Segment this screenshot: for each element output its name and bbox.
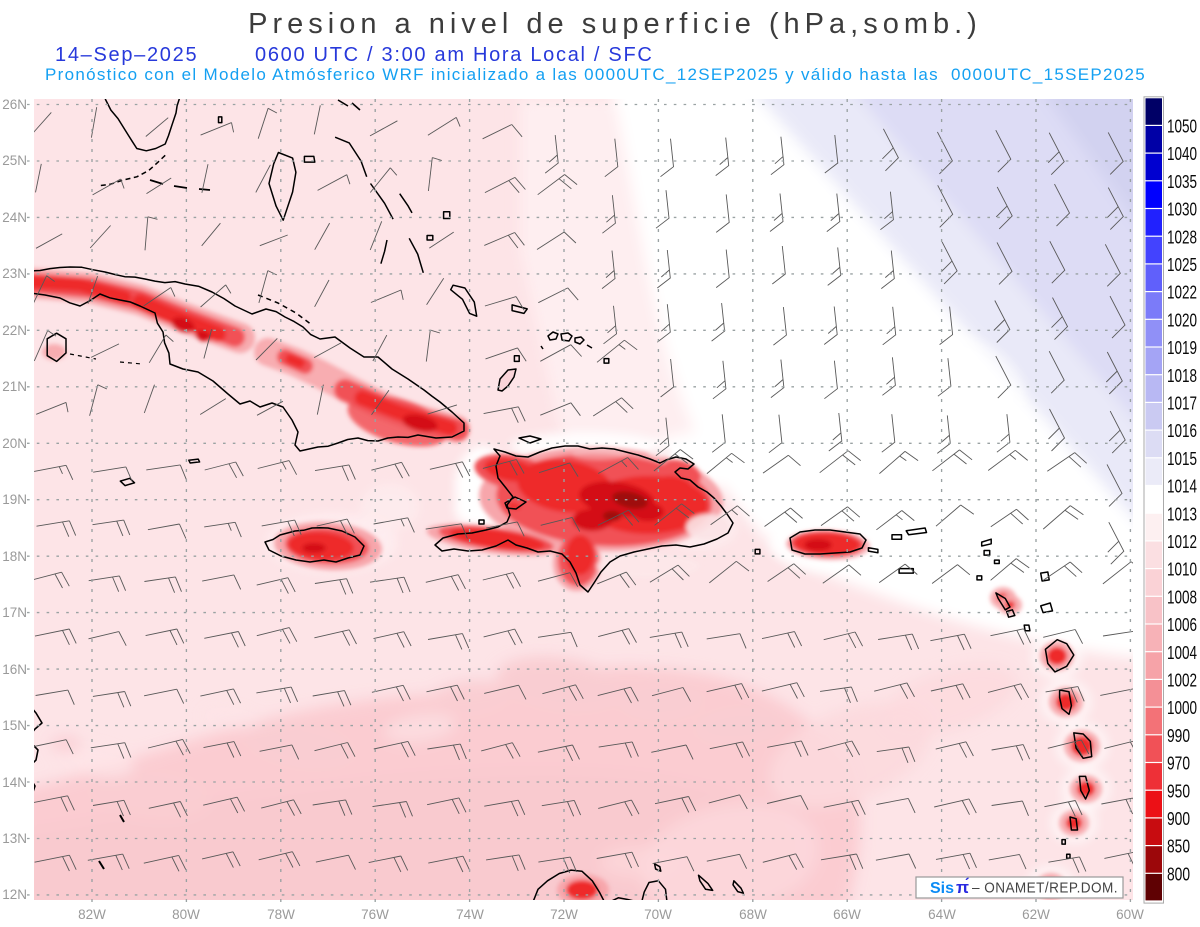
svg-text:1010: 1010 [1167, 560, 1197, 580]
svg-text:1015: 1015 [1167, 449, 1197, 469]
svg-text:1012: 1012 [1167, 532, 1197, 552]
svg-text:20N: 20N [2, 436, 27, 451]
svg-text:13N: 13N [2, 831, 27, 846]
svg-text:64W: 64W [928, 907, 956, 922]
svg-text:19N: 19N [2, 492, 27, 507]
svg-text:78W: 78W [267, 907, 295, 922]
svg-text:850: 850 [1167, 837, 1190, 857]
svg-text:1000: 1000 [1167, 698, 1197, 718]
svg-text:24N: 24N [2, 210, 27, 225]
svg-text:16N: 16N [2, 662, 27, 677]
svg-text:21N: 21N [2, 379, 27, 394]
svg-text:15N: 15N [2, 718, 27, 733]
svg-text:1022: 1022 [1167, 283, 1197, 303]
svg-text:17N: 17N [2, 605, 27, 620]
svg-text:1035: 1035 [1167, 172, 1197, 192]
svg-text:π́: π́ [956, 877, 970, 897]
svg-text:1017: 1017 [1167, 394, 1197, 414]
svg-text:1050: 1050 [1167, 117, 1197, 137]
svg-text:1020: 1020 [1167, 310, 1197, 330]
svg-text:1013: 1013 [1167, 504, 1197, 524]
svg-text:72W: 72W [550, 907, 578, 922]
svg-text:970: 970 [1167, 754, 1190, 774]
svg-text:25N: 25N [2, 153, 27, 168]
svg-text:60W: 60W [1116, 907, 1144, 922]
svg-text:14N: 14N [2, 775, 27, 790]
svg-text:22N: 22N [2, 323, 27, 338]
svg-text:1016: 1016 [1167, 421, 1197, 441]
svg-text:62W: 62W [1022, 907, 1050, 922]
svg-text:1018: 1018 [1167, 366, 1197, 386]
svg-text:18N: 18N [2, 549, 27, 564]
svg-text:900: 900 [1167, 809, 1190, 829]
svg-text:800: 800 [1167, 864, 1190, 884]
svg-text:76W: 76W [361, 907, 389, 922]
svg-text:82W: 82W [78, 907, 106, 922]
svg-text:1025: 1025 [1167, 255, 1197, 275]
svg-text:70W: 70W [644, 907, 672, 922]
svg-text:1040: 1040 [1167, 144, 1197, 164]
svg-text:– ONAMET/REP.DOM.: – ONAMET/REP.DOM. [972, 880, 1118, 897]
svg-text:68W: 68W [739, 907, 767, 922]
svg-text:26N: 26N [2, 97, 27, 112]
svg-text:990: 990 [1167, 726, 1190, 746]
svg-text:Sis: Sis [930, 880, 954, 897]
svg-text:1014: 1014 [1167, 477, 1197, 497]
svg-text:12N: 12N [2, 887, 27, 902]
svg-text:950: 950 [1167, 781, 1190, 801]
svg-text:80W: 80W [172, 907, 200, 922]
svg-text:66W: 66W [833, 907, 861, 922]
svg-text:1004: 1004 [1167, 643, 1197, 663]
svg-text:1028: 1028 [1167, 227, 1197, 247]
svg-text:74W: 74W [456, 907, 484, 922]
svg-text:1019: 1019 [1167, 338, 1197, 358]
svg-text:1006: 1006 [1167, 615, 1197, 635]
svg-text:1008: 1008 [1167, 587, 1197, 607]
svg-text:1030: 1030 [1167, 200, 1197, 220]
svg-text:23N: 23N [2, 266, 27, 281]
svg-text:1002: 1002 [1167, 671, 1197, 691]
